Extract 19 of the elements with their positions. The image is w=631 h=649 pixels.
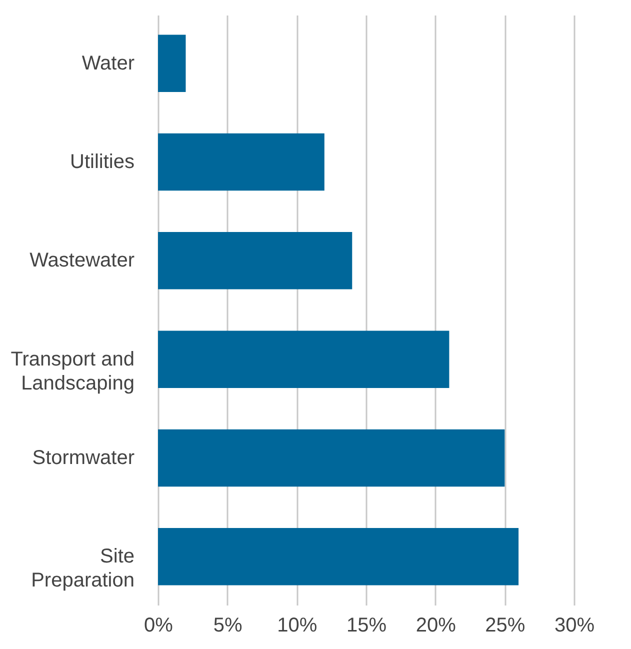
y-tick-label: Water	[82, 52, 135, 74]
bar	[158, 330, 450, 388]
bar	[158, 528, 519, 586]
bar	[158, 232, 352, 290]
x-tick-label: 20%	[416, 614, 456, 636]
x-tick-label: 5%	[213, 614, 243, 636]
x-tick-label: 15%	[346, 614, 387, 636]
x-tick-label: 25%	[485, 614, 526, 636]
x-tick-label: 30%	[554, 614, 595, 636]
bar	[158, 133, 324, 191]
x-tick-label: 10%	[277, 614, 318, 636]
bar	[158, 429, 505, 487]
y-tick-label: Transport and Landscaping	[10, 348, 134, 394]
y-tick-label: Site Preparation	[31, 546, 134, 592]
x-tick-label: 0%	[144, 614, 174, 636]
bar	[158, 34, 186, 92]
y-tick-label: Stormwater	[32, 446, 135, 469]
y-tick-label: Wastewater	[30, 250, 135, 272]
y-tick-label: Utilities	[70, 151, 134, 174]
